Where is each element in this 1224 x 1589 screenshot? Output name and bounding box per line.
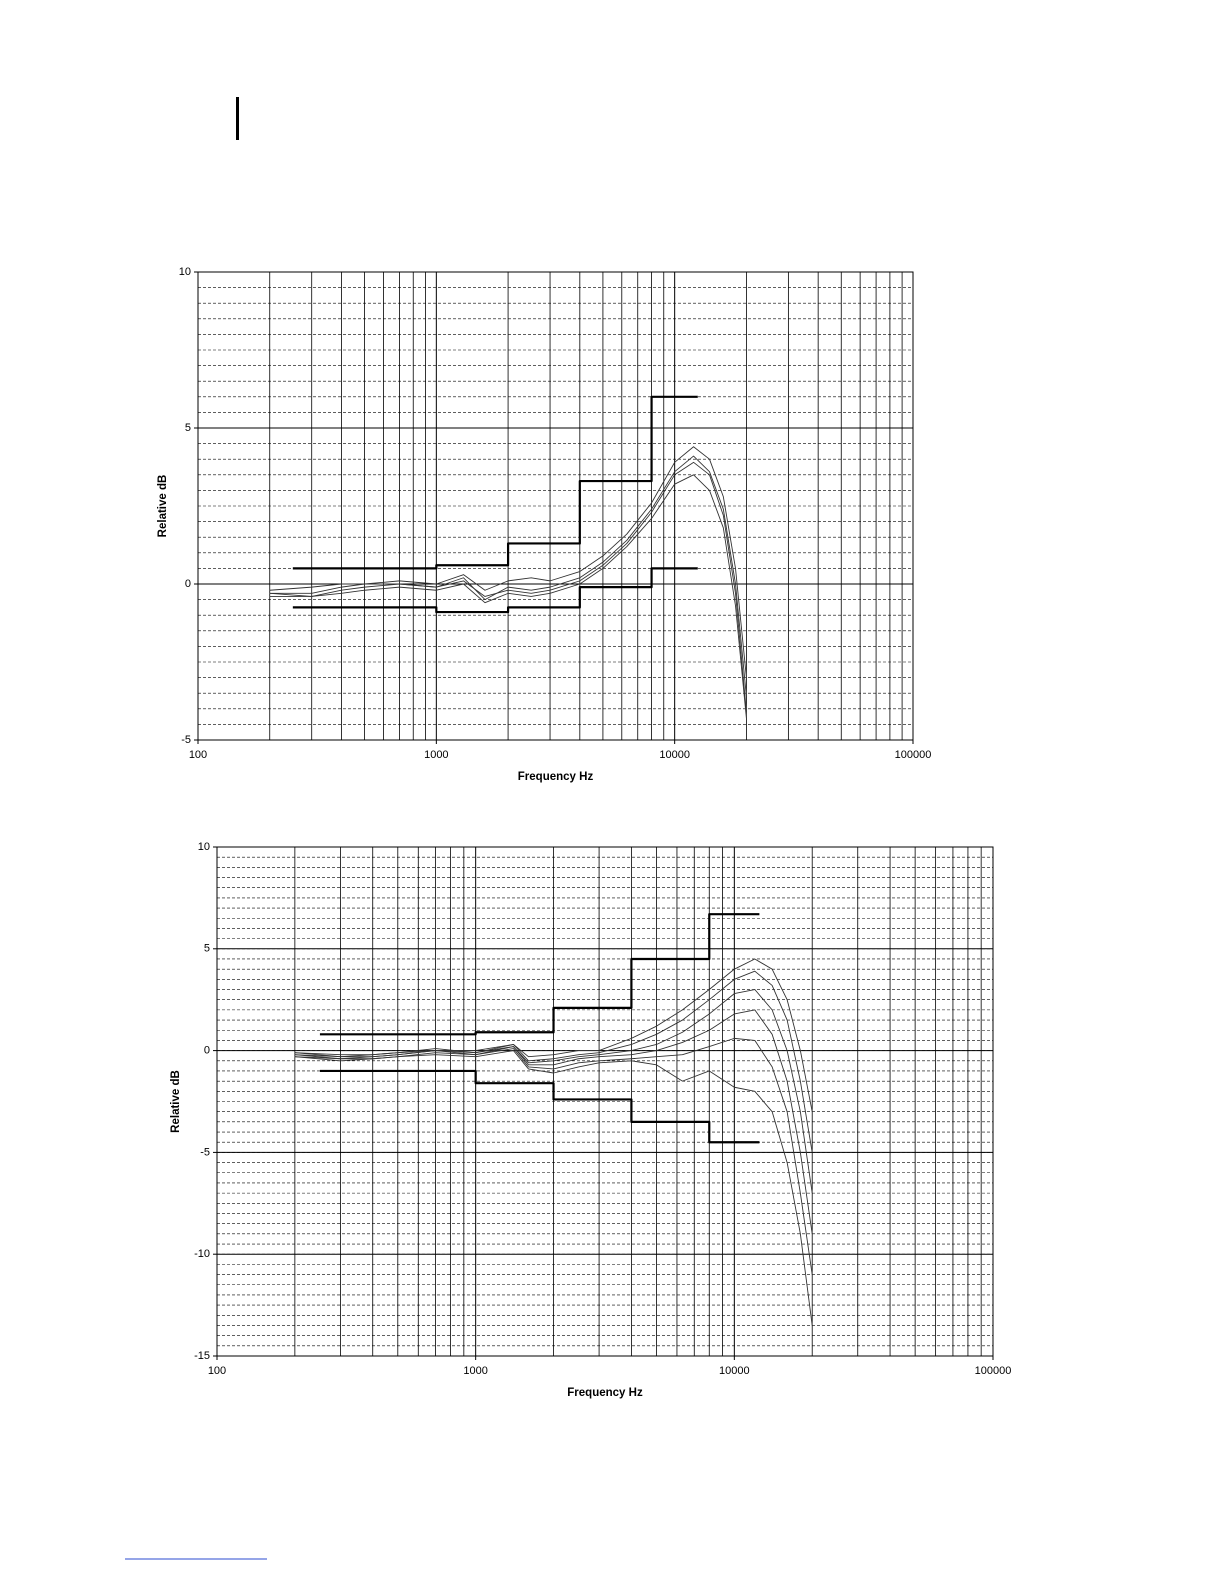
x-tick-label: 1000: [463, 1365, 487, 1377]
x-tick-label: 10000: [659, 749, 690, 761]
data-line: [294, 1009, 813, 1234]
x-tick-label: 100: [189, 749, 207, 761]
y-tick-label: 5: [204, 943, 210, 955]
data-line: [319, 1069, 760, 1144]
data-line: [269, 455, 747, 697]
x-tick-label: 100: [208, 1365, 226, 1377]
data-line: [319, 913, 760, 1036]
data-line: [294, 958, 813, 1112]
data-line: [294, 1037, 813, 1275]
data-line: [292, 567, 698, 614]
y-tick-label: -5: [181, 734, 191, 746]
y-tick-label: 0: [185, 578, 191, 590]
x-axis-title: Frequency Hz: [518, 771, 594, 783]
data-line: [292, 395, 698, 570]
y-axis-title: Relative dB: [170, 1070, 182, 1133]
data-line: [294, 1050, 813, 1326]
x-tick-label: 1000: [424, 749, 448, 761]
data-line: [269, 461, 747, 712]
x-tick-label: 100000: [895, 749, 932, 761]
y-tick-label: 5: [185, 422, 191, 434]
y-tick-label: 10: [179, 266, 191, 278]
data-line: [269, 446, 747, 678]
y-tick-label: -5: [200, 1146, 210, 1158]
x-tick-label: 100000: [975, 1365, 1012, 1377]
y-tick-label: -10: [194, 1248, 210, 1260]
change-bar: [236, 97, 239, 140]
y-tick-label: 10: [198, 841, 210, 853]
x-axis-title: Frequency Hz: [567, 1387, 643, 1399]
x-tick-label: 10000: [719, 1365, 750, 1377]
y-axis-title: Relative dB: [157, 475, 169, 538]
data-line: [294, 970, 813, 1153]
data-line: [269, 474, 747, 719]
y-tick-label: -15: [194, 1350, 210, 1362]
y-tick-label: 0: [204, 1045, 210, 1057]
